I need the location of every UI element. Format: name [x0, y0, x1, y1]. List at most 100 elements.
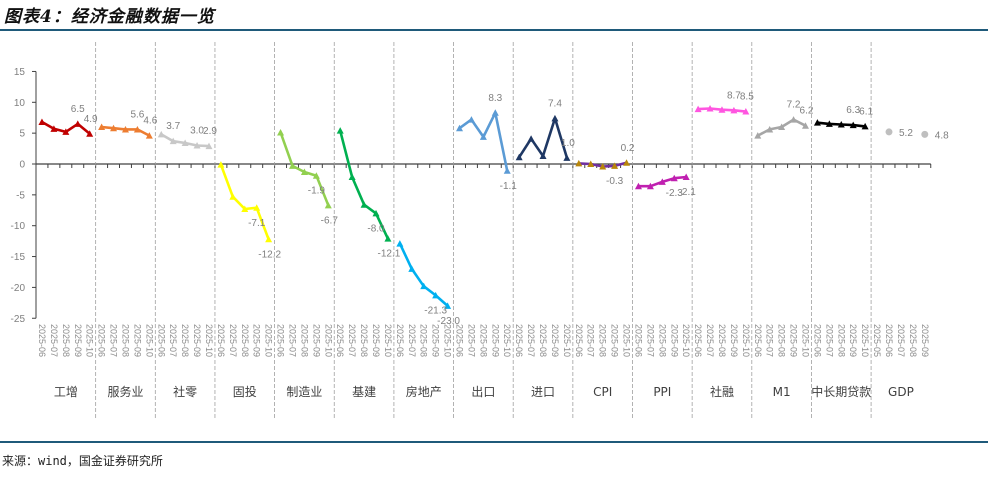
data-point-marker	[372, 209, 380, 217]
group-label-3: 固投	[233, 384, 257, 399]
month-label: 2025-09	[669, 324, 679, 357]
data-label: -12.2	[258, 249, 281, 260]
data-point-marker	[658, 178, 666, 185]
data-point-marker	[157, 130, 165, 138]
y-tick-label: -25	[11, 314, 26, 325]
month-label: 2025-08	[240, 324, 250, 357]
group-label-5: 基建	[352, 385, 376, 399]
data-point-marker	[515, 153, 523, 161]
data-label: 6.1	[859, 106, 873, 117]
month-label: 2025-07	[407, 324, 417, 357]
month-label: 2025-05	[872, 324, 882, 357]
data-point-marker	[730, 106, 738, 114]
month-label: 2025-10	[681, 324, 691, 357]
month-label: 2025-08	[908, 324, 918, 357]
month-label: 2025-09	[610, 324, 620, 357]
month-label: 2025-06	[97, 324, 107, 357]
month-label: 2025-06	[455, 324, 465, 357]
month-label: 2025-09	[132, 324, 142, 357]
y-tick-label: 5	[19, 129, 25, 140]
month-label: 2025-08	[180, 324, 190, 357]
y-tick-label: 10	[14, 98, 26, 109]
group-label-1: 服务业	[107, 384, 143, 399]
month-label: 2025-06	[753, 324, 763, 357]
data-label: -1.1	[500, 181, 518, 192]
data-label: 8.5	[740, 92, 754, 103]
y-tick-label: -15	[11, 252, 26, 263]
data-point-marker	[432, 291, 440, 299]
data-label: -6.7	[321, 215, 339, 226]
month-label: 2025-09	[920, 324, 930, 357]
data-label: 7.2	[787, 100, 801, 111]
data-point-marker	[348, 173, 356, 180]
data-point-marker	[551, 114, 559, 122]
month-label: 2025-08	[359, 324, 369, 357]
data-point-marker	[623, 159, 631, 166]
month-label: 2025-09	[789, 324, 799, 357]
data-point-marker	[324, 201, 332, 209]
month-label: 2025-08	[299, 324, 309, 357]
month-label: 2025-09	[252, 324, 262, 357]
data-point-marker	[670, 174, 678, 182]
series-line-8	[518, 117, 569, 159]
month-label: 2025-09	[431, 324, 441, 357]
data-point-marker	[766, 125, 774, 133]
data-point-marker	[277, 129, 285, 136]
group-label-13: 中长期贷款	[811, 384, 871, 399]
data-label: -1.9	[308, 186, 326, 197]
month-label: 2025-07	[586, 324, 596, 357]
series-line-6	[398, 243, 449, 307]
data-label: -2.3	[666, 188, 684, 199]
y-tick-label: -10	[11, 221, 26, 232]
month-label: 2025-08	[657, 324, 667, 357]
month-label: 2025-09	[73, 324, 83, 357]
data-label: 6.2	[800, 106, 814, 117]
month-label: 2025-06	[216, 324, 226, 357]
data-point-marker	[133, 125, 141, 133]
data-point-marker	[74, 120, 82, 127]
group-label-10: PPI	[653, 385, 671, 399]
data-point-marker	[479, 133, 487, 140]
month-label: 2025-08	[777, 324, 787, 357]
footer-divider	[0, 441, 988, 443]
series-line-7	[458, 111, 509, 172]
data-point-marker	[300, 168, 308, 176]
data-point-marker	[754, 132, 762, 139]
data-point-marker	[837, 121, 845, 128]
y-tick-label: -5	[16, 190, 25, 201]
month-label: 2025-10	[264, 324, 274, 357]
data-point-marker	[790, 116, 798, 123]
group-label-12: M1	[773, 385, 791, 399]
data-label: 7.4	[548, 98, 562, 109]
data-point-marker	[193, 141, 201, 149]
data-point-marker	[181, 139, 189, 147]
data-point-marker	[50, 125, 58, 132]
data-label: -23.0	[437, 316, 460, 327]
month-label: 2025-06	[156, 324, 166, 357]
data-point-marker	[801, 122, 809, 129]
month-label: 2025-08	[120, 324, 130, 357]
month-label: 2025-10	[323, 324, 333, 357]
data-point-marker	[849, 121, 857, 129]
data-point-marker	[563, 154, 571, 161]
data-point-marker	[110, 124, 118, 132]
group-label-7: 出口	[471, 385, 495, 399]
data-point-marker	[527, 135, 535, 142]
data-label: 6.3	[846, 105, 860, 116]
month-label: 2025-07	[526, 324, 536, 357]
data-point-marker	[575, 159, 583, 167]
data-label: 4.8	[935, 130, 949, 141]
data-point-marker	[38, 118, 46, 126]
data-point-marker	[205, 142, 213, 150]
data-label: 8.3	[488, 93, 502, 104]
month-label: 2025-07	[765, 324, 775, 357]
data-point-marker	[825, 120, 833, 127]
month-label: 2025-06	[395, 324, 405, 357]
month-label: 2025-09	[311, 324, 321, 357]
month-label: 2025-07	[287, 324, 297, 357]
title-divider	[0, 29, 988, 31]
month-label: 2025-10	[741, 324, 751, 357]
data-point-marker	[312, 172, 320, 179]
data-label: 0.2	[621, 143, 635, 154]
data-point-marker	[336, 127, 344, 134]
